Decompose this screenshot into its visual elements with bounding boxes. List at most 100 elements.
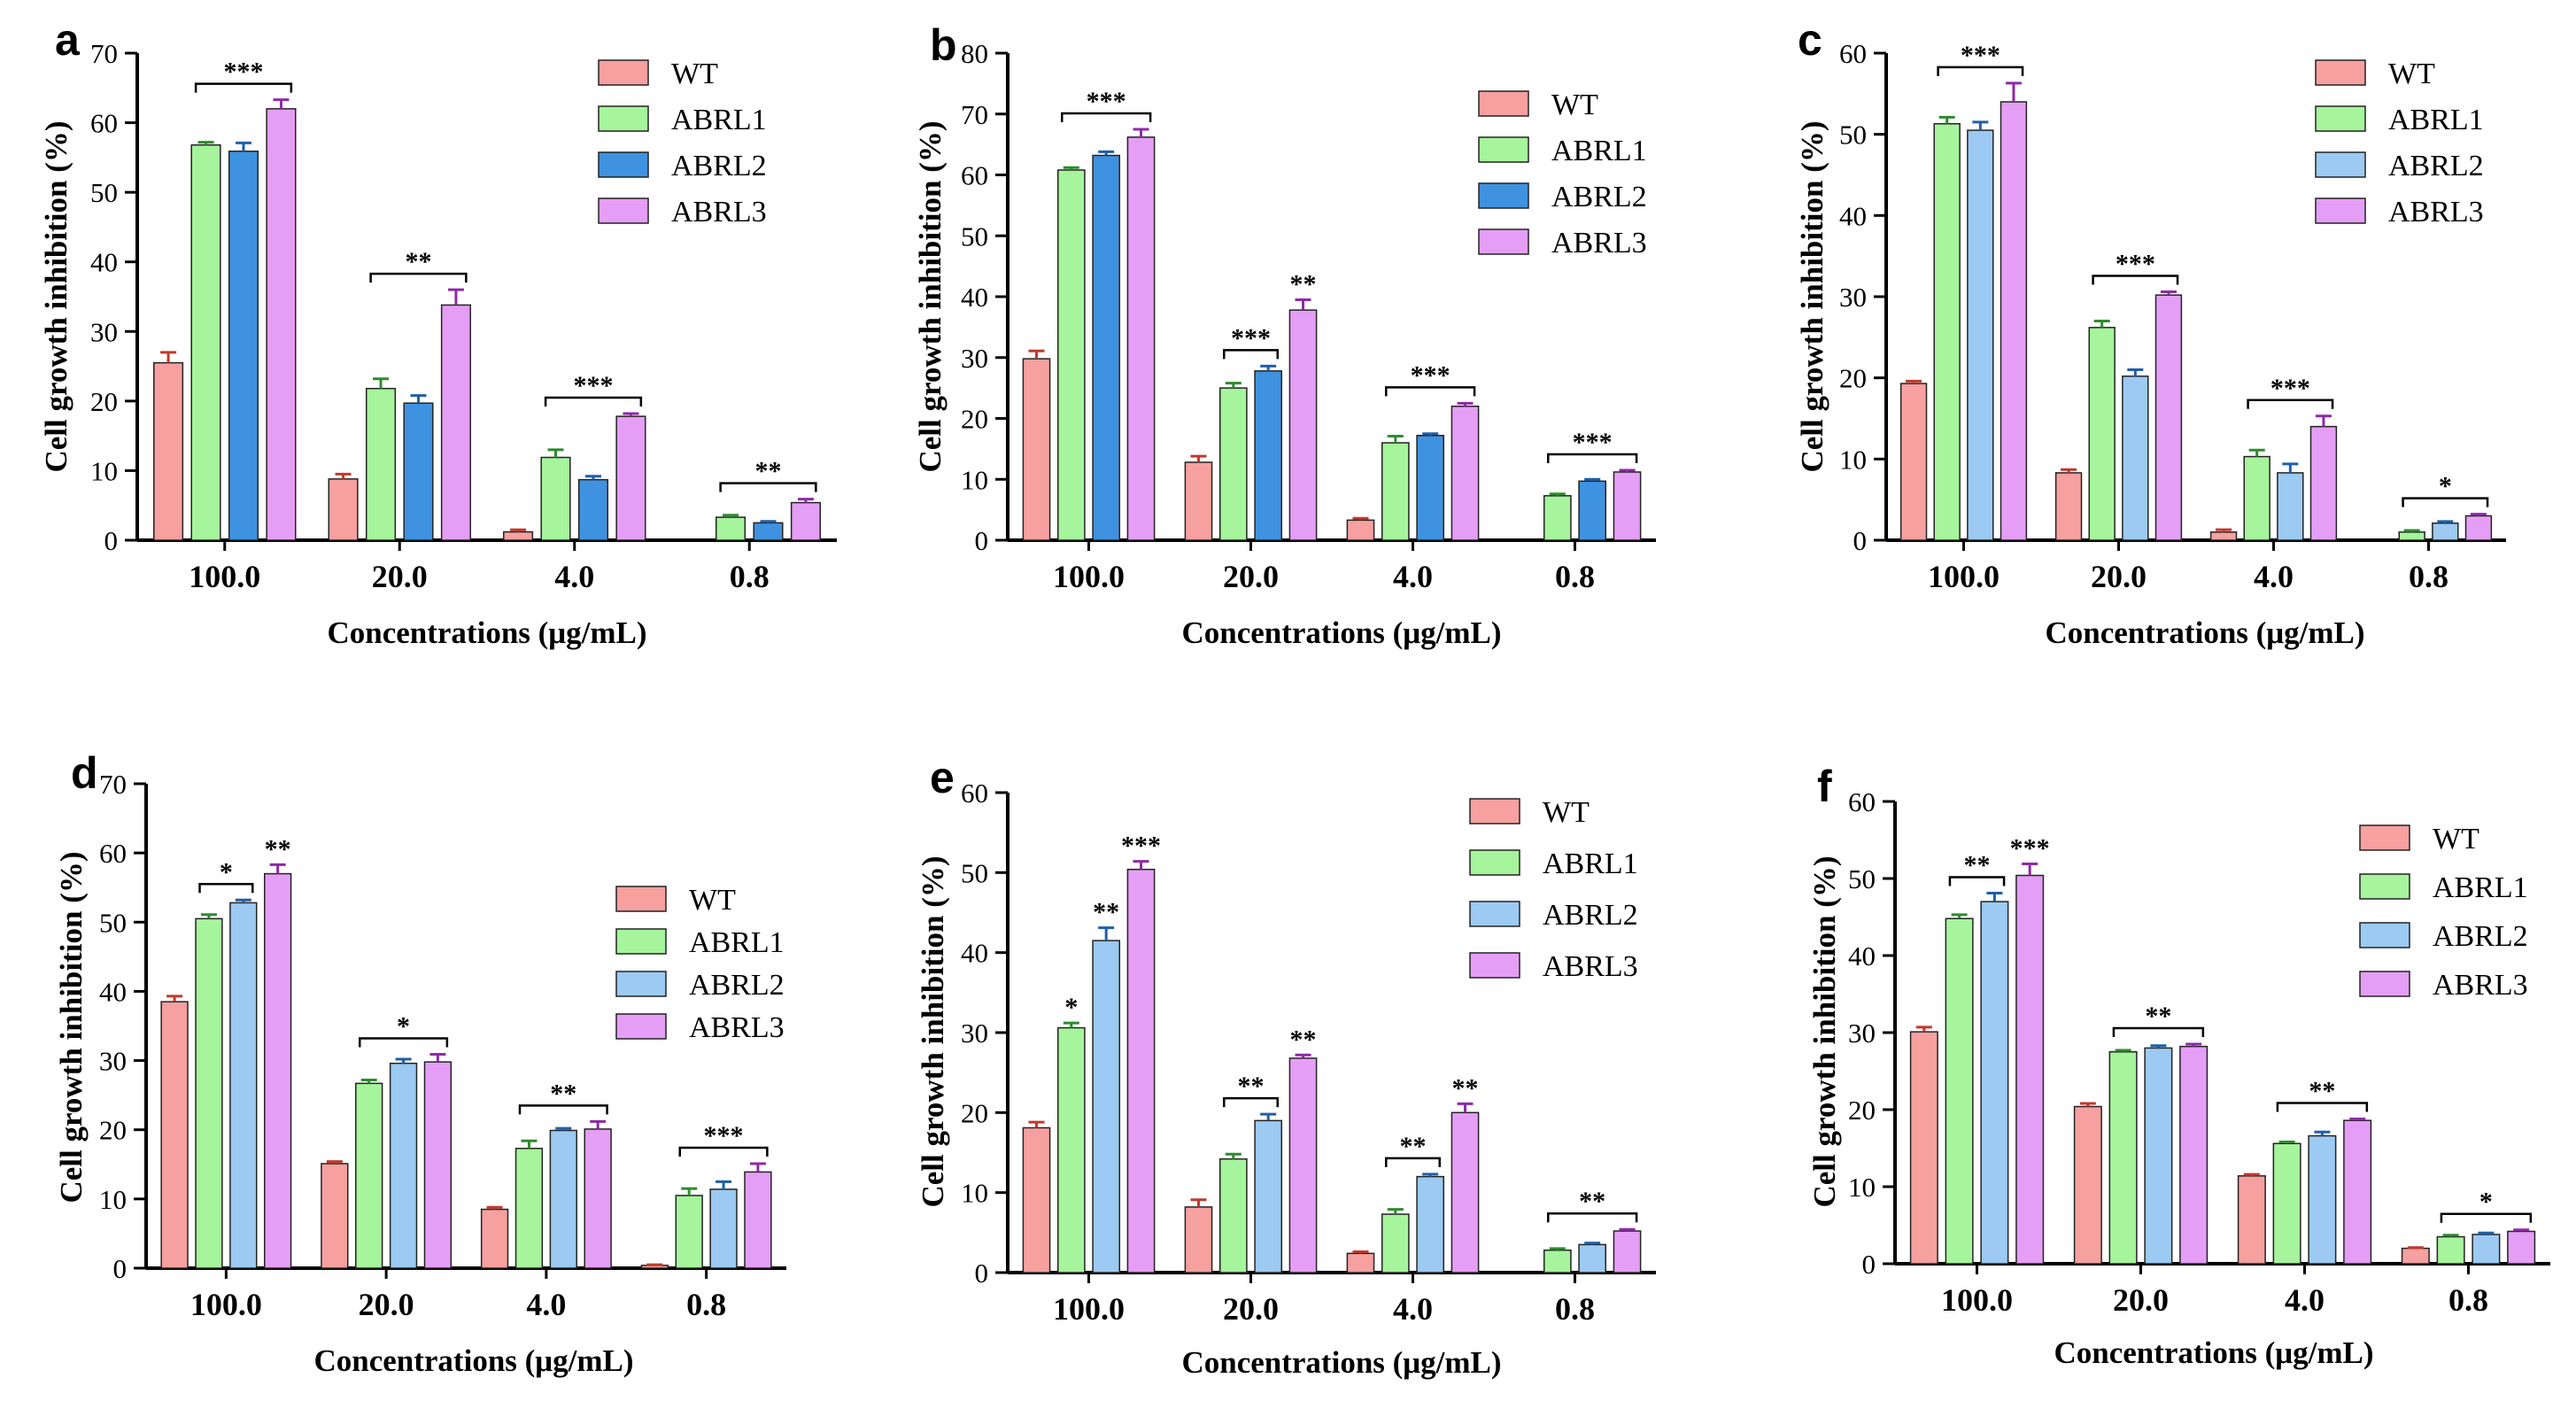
bar-wt <box>480 1208 509 1269</box>
y-tick-label: 0 <box>1853 525 1868 556</box>
x-axis-title: Concentrations (μg/mL) <box>1181 615 1501 650</box>
bar-abrl3 <box>1126 136 1156 541</box>
legend-swatch-abrl1 <box>1469 849 1520 876</box>
bar-wt <box>1909 1031 1938 1265</box>
significance-bracket <box>2092 275 2179 285</box>
bar-wt <box>1022 1126 1051 1273</box>
y-tick-label: 60 <box>1839 38 1867 69</box>
bar-abrl3 <box>266 108 297 541</box>
x-tick-label: 20.0 <box>1223 559 1279 594</box>
legend-label: ABRL1 <box>671 104 767 136</box>
bar-wt <box>1346 519 1375 541</box>
bar-abrl3 <box>2309 425 2338 541</box>
y-tick-label: 30 <box>99 1046 127 1077</box>
bar-abrl2 <box>549 1129 577 1269</box>
bar-abrl1 <box>2398 531 2425 541</box>
bar-abrl1 <box>365 387 397 541</box>
y-tick-label: 30 <box>1848 1018 1876 1049</box>
legend-swatch-abrl2 <box>598 151 649 178</box>
y-tick-label: 0 <box>104 525 119 556</box>
bar-wt <box>503 530 534 541</box>
bar-abrl2 <box>2472 1234 2501 1265</box>
legend-swatch-abrl1 <box>2315 105 2366 132</box>
y-tick-label: 10 <box>961 464 988 495</box>
bar-wt <box>1899 383 1928 541</box>
significance-bracket <box>359 1037 449 1048</box>
significance-label: ** <box>550 1079 576 1108</box>
significance-label: ** <box>1290 269 1317 298</box>
significance-bracket <box>1385 386 1476 397</box>
legend-swatch-abrl2 <box>2359 922 2410 948</box>
significance-label: ** <box>1290 1025 1317 1054</box>
x-tick-label: 0.8 <box>730 559 770 594</box>
bar-abrl1 <box>540 456 571 541</box>
bar-wt <box>2237 1175 2266 1265</box>
legend-label: WT <box>1551 89 1598 121</box>
significance-label: ** <box>2145 1002 2171 1031</box>
legend: WT ABRL1 ABRL2 ABRL3 <box>598 58 767 228</box>
bar-abrl1 <box>675 1195 703 1269</box>
x-tick-label: 20.0 <box>2113 1282 2169 1318</box>
bar-abrl1 <box>1543 1249 1572 1273</box>
x-tick-label: 4.0 <box>554 559 594 594</box>
y-tick-label: 0 <box>975 525 989 556</box>
significance-bracket <box>369 272 468 283</box>
chart-panel-a: a 0 10 20 30 40 50 60 70 100.0 *** 20.0 ** 4.0 *** 0.8 *… <box>39 15 837 650</box>
legend-swatch-abrl1 <box>598 105 649 132</box>
bar-abrl1 <box>1218 1157 1248 1273</box>
significance-label: *** <box>1961 41 2000 70</box>
legend-swatch-abrl1 <box>1478 136 1529 163</box>
panel-letter: c <box>1798 15 1822 65</box>
legend-label: ABRL2 <box>1551 181 1647 213</box>
bar-abrl1 <box>2436 1235 2465 1265</box>
y-tick-label: 20 <box>1839 363 1867 394</box>
legend-swatch-wt <box>2359 824 2410 851</box>
x-tick-label: 0.8 <box>686 1287 726 1322</box>
bar-abrl2 <box>2308 1134 2337 1265</box>
bar-abrl1 <box>1218 387 1248 541</box>
x-tick-label: 0.8 <box>2448 1282 2488 1318</box>
x-axis-title: Concentrations (μg/mL) <box>1181 1345 1501 1380</box>
significance-bracket <box>2402 497 2489 507</box>
y-axis-title: Cell growth inhibition (%) <box>1807 855 1842 1207</box>
bar-abrl2 <box>1092 940 1121 1273</box>
bar-abrl1 <box>355 1082 383 1269</box>
legend-swatch-abrl1 <box>615 928 667 955</box>
legend-label: ABRL3 <box>1543 950 1638 983</box>
legend-label: ABRL2 <box>671 150 767 182</box>
x-axis-title: Concentrations (μg/mL) <box>313 1343 633 1378</box>
y-axis-title: Cell growth inhibition (%) <box>1795 120 1830 472</box>
significance-label: ** <box>1579 1187 1605 1216</box>
bar-abrl2 <box>753 522 784 541</box>
significance-bracket <box>2112 1026 2205 1038</box>
y-tick-label: 20 <box>961 404 988 435</box>
bar-wt <box>2054 472 2083 541</box>
legend-swatch-abrl3 <box>598 197 649 224</box>
legend-swatch-abrl2 <box>1469 901 1520 927</box>
legend-swatch-abrl2 <box>615 971 667 997</box>
x-tick-label: 0.8 <box>2409 559 2448 594</box>
legend-label: ABRL3 <box>2388 196 2484 228</box>
y-tick-label: 0 <box>975 1258 989 1289</box>
significance-bracket <box>194 82 293 93</box>
legend-label: ABRL2 <box>1543 899 1638 932</box>
bar-wt <box>1184 1206 1213 1273</box>
legend-swatch-abrl3 <box>615 1013 667 1040</box>
significance-label: ** <box>2309 1076 2335 1105</box>
bar-wt <box>1022 358 1051 541</box>
significance-label: ** <box>1238 1072 1265 1101</box>
significance-label: *** <box>2010 833 2050 863</box>
significance-label: *** <box>1411 360 1450 390</box>
x-tick-label: 20.0 <box>359 1287 414 1322</box>
bar-wt <box>2209 531 2238 541</box>
legend-label: ABRL3 <box>689 1011 785 1044</box>
significance-bracket <box>1547 1211 1638 1223</box>
bar-abrl2 <box>229 902 258 1269</box>
legend-label: ABRL2 <box>689 969 785 1002</box>
bar-abrl2 <box>2144 1047 2173 1265</box>
y-tick-label: 20 <box>90 386 118 417</box>
bar-abrl1 <box>2272 1142 2301 1265</box>
bar-abrl3 <box>2464 515 2493 541</box>
bar-abrl2 <box>1092 154 1121 541</box>
